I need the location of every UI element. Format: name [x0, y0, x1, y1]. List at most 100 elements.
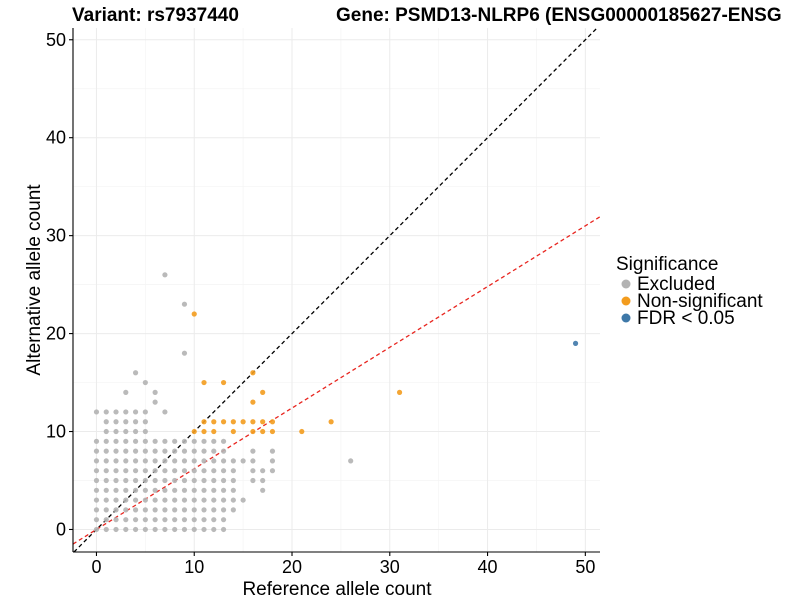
data-point-excluded [162, 477, 168, 484]
data-point-excluded [162, 507, 168, 513]
data-point-non-significant [299, 428, 305, 435]
y-tick-label: 10 [46, 422, 66, 442]
data-point-excluded [123, 517, 129, 523]
data-point-excluded [172, 497, 178, 503]
data-point-non-significant [201, 419, 207, 425]
data-point-excluded [181, 507, 188, 513]
data-point-non-significant [260, 419, 266, 425]
x-tick-label: 50 [575, 557, 595, 577]
legend-title: Significance [616, 254, 718, 275]
data-point-excluded [142, 468, 148, 474]
data-point-non-significant [201, 379, 207, 386]
data-point-excluded [240, 458, 246, 464]
x-tick-label: 30 [380, 557, 400, 577]
data-point-excluded [152, 399, 158, 405]
data-point-excluded [142, 458, 148, 464]
y-tick-label: 50 [46, 30, 66, 50]
data-point-excluded [211, 517, 217, 523]
data-point-excluded [152, 526, 158, 533]
data-point-excluded [123, 419, 129, 425]
axes [69, 28, 600, 556]
data-point-non-significant [240, 419, 246, 425]
data-point-excluded [152, 487, 158, 493]
data-point-excluded [93, 487, 100, 493]
data-point-excluded [201, 497, 207, 503]
data-point-excluded [181, 526, 188, 533]
data-point-excluded [103, 507, 109, 513]
data-points [93, 272, 579, 533]
data-point-excluded [172, 448, 178, 454]
data-point-excluded [113, 448, 119, 454]
data-point-excluded [240, 497, 246, 503]
data-point-excluded [132, 428, 139, 435]
legend-swatch-excluded [621, 279, 631, 289]
data-point-excluded [103, 526, 109, 533]
data-point-excluded [211, 487, 217, 493]
data-point-excluded [132, 419, 139, 425]
y-tick-label: 40 [46, 128, 66, 148]
data-point-excluded [142, 409, 148, 415]
data-point-excluded [152, 507, 158, 513]
data-point-fdr-significant [572, 340, 579, 346]
reference-line-identity [73, 27, 598, 553]
data-point-excluded [93, 409, 100, 415]
data-point-excluded [220, 458, 227, 464]
data-point-excluded [123, 477, 129, 484]
data-point-excluded [103, 409, 109, 415]
data-point-excluded [191, 438, 197, 444]
data-point-excluded [123, 458, 129, 464]
data-point-excluded [123, 497, 129, 503]
data-point-excluded [113, 526, 119, 533]
x-tick-label: 40 [478, 557, 498, 577]
data-point-excluded [103, 477, 109, 484]
data-point-non-significant [211, 428, 217, 435]
data-point-excluded [132, 497, 139, 503]
data-point-excluded [113, 419, 119, 425]
data-point-excluded [103, 487, 109, 493]
data-point-excluded [220, 507, 227, 513]
data-point-excluded [152, 477, 158, 484]
data-point-non-significant [191, 311, 197, 317]
data-point-excluded [181, 458, 188, 464]
data-point-excluded [162, 526, 168, 533]
data-point-excluded [230, 468, 236, 474]
y-tick-label: 0 [56, 519, 66, 539]
data-point-non-significant [230, 428, 236, 435]
data-point-excluded [142, 477, 148, 484]
data-point-excluded [269, 448, 276, 454]
data-point-excluded [132, 438, 139, 444]
data-point-excluded [103, 438, 109, 444]
data-point-excluded [201, 438, 207, 444]
data-point-excluded [162, 458, 168, 464]
data-point-excluded [162, 438, 168, 444]
data-point-excluded [250, 468, 256, 474]
data-point-non-significant [211, 419, 217, 425]
data-point-excluded [220, 477, 227, 484]
data-point-non-significant [250, 370, 256, 376]
data-point-excluded [152, 468, 158, 474]
data-point-excluded [93, 517, 100, 523]
data-point-excluded [220, 487, 227, 493]
tick-labels: 0 10 20 30 40 50 0 10 20 30 40 50 [46, 30, 595, 577]
data-point-excluded [211, 458, 217, 464]
data-point-excluded [250, 458, 256, 464]
data-point-excluded [181, 301, 188, 307]
data-point-excluded [230, 458, 236, 464]
data-point-excluded [152, 517, 158, 523]
legend-swatch-non-significant [621, 296, 631, 306]
data-point-excluded [123, 448, 129, 454]
data-point-non-significant [260, 428, 266, 435]
data-point-excluded [162, 272, 168, 278]
data-point-excluded [123, 438, 129, 444]
data-point-excluded [162, 497, 168, 503]
data-point-excluded [260, 477, 266, 484]
data-point-excluded [181, 448, 188, 454]
data-point-non-significant [220, 419, 227, 425]
data-point-excluded [93, 526, 100, 533]
data-point-excluded [123, 507, 129, 513]
data-point-excluded [230, 487, 236, 493]
data-point-excluded [93, 497, 100, 503]
data-point-excluded [201, 487, 207, 493]
data-point-excluded [191, 497, 197, 503]
data-point-excluded [162, 468, 168, 474]
